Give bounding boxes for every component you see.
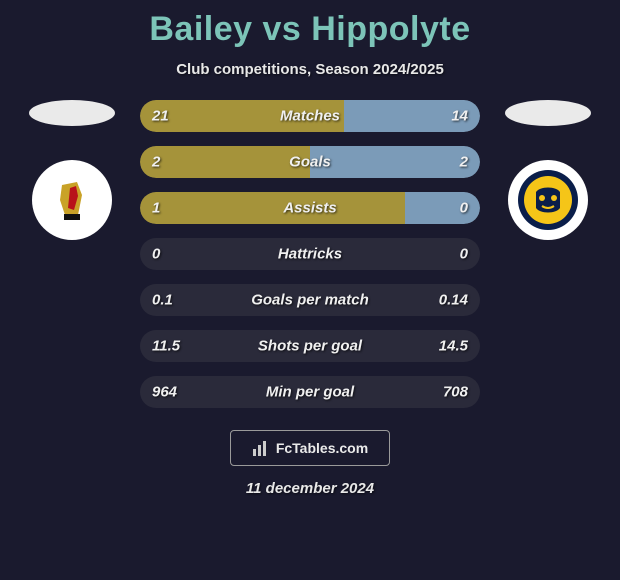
stat-fill-left [140,192,405,224]
stat-left-value: 964 [152,384,177,401]
stat-bar: 21 14 Matches [140,100,480,132]
stat-left-value: 0 [152,246,160,263]
footer-brand-box: FcTables.com [230,430,390,466]
player-right-avatar-placeholder [505,100,591,126]
stat-left-value: 11.5 [152,338,180,355]
stat-bar: 0.1 0.14 Goals per match [140,284,480,316]
stat-right-value: 14.5 [439,338,468,355]
comparison-card: Bailey vs Hippolyte Club competitions, S… [0,0,620,580]
stat-label: Matches [280,108,340,125]
stat-label: Shots per goal [258,338,362,355]
stat-label: Goals [289,154,331,171]
stat-left-value: 21 [152,108,169,125]
footer-date: 11 december 2024 [246,480,374,497]
wimbledon-badge-icon [516,168,580,232]
stat-right-value: 14 [451,108,468,125]
player-left-club-badge [32,160,112,240]
chart-icon [252,439,270,457]
stat-left-value: 1 [152,200,160,217]
stat-bar: 2 2 Goals [140,146,480,178]
stat-right-value: 708 [443,384,468,401]
player-right-col [498,100,598,240]
stat-left-value: 2 [152,154,160,171]
page-subtitle: Club competitions, Season 2024/2025 [176,61,444,78]
stat-left-value: 0.1 [152,292,173,309]
stat-label: Assists [283,200,336,217]
main-row: 21 14 Matches 2 2 Goals 1 0 Assists 0 0 Hattricks 0.… [0,100,620,408]
stat-label: Goals per match [251,292,369,309]
stat-right-value: 0 [460,200,468,217]
stat-bar: 11.5 14.5 Shots per goal [140,330,480,362]
stat-fill-right [310,146,480,178]
stat-bar: 0 0 Hattricks [140,238,480,270]
stat-right-value: 0.14 [439,292,468,309]
stats-column: 21 14 Matches 2 2 Goals 1 0 Assists 0 0 Hattricks 0.… [140,100,480,408]
stat-bar: 1 0 Assists [140,192,480,224]
page-title: Bailey vs Hippolyte [149,10,470,49]
stat-label: Min per goal [266,384,354,401]
stat-bar: 964 708 Min per goal [140,376,480,408]
player-left-avatar-placeholder [29,100,115,126]
stat-fill-left [140,146,310,178]
stat-fill-right [405,192,480,224]
stat-right-value: 0 [460,246,468,263]
player-left-col [22,100,122,240]
player-right-club-badge [508,160,588,240]
footer-brand-text: FcTables.com [276,440,368,456]
stat-right-value: 2 [460,154,468,171]
doncaster-badge-icon [42,170,102,230]
stat-label: Hattricks [278,246,342,263]
